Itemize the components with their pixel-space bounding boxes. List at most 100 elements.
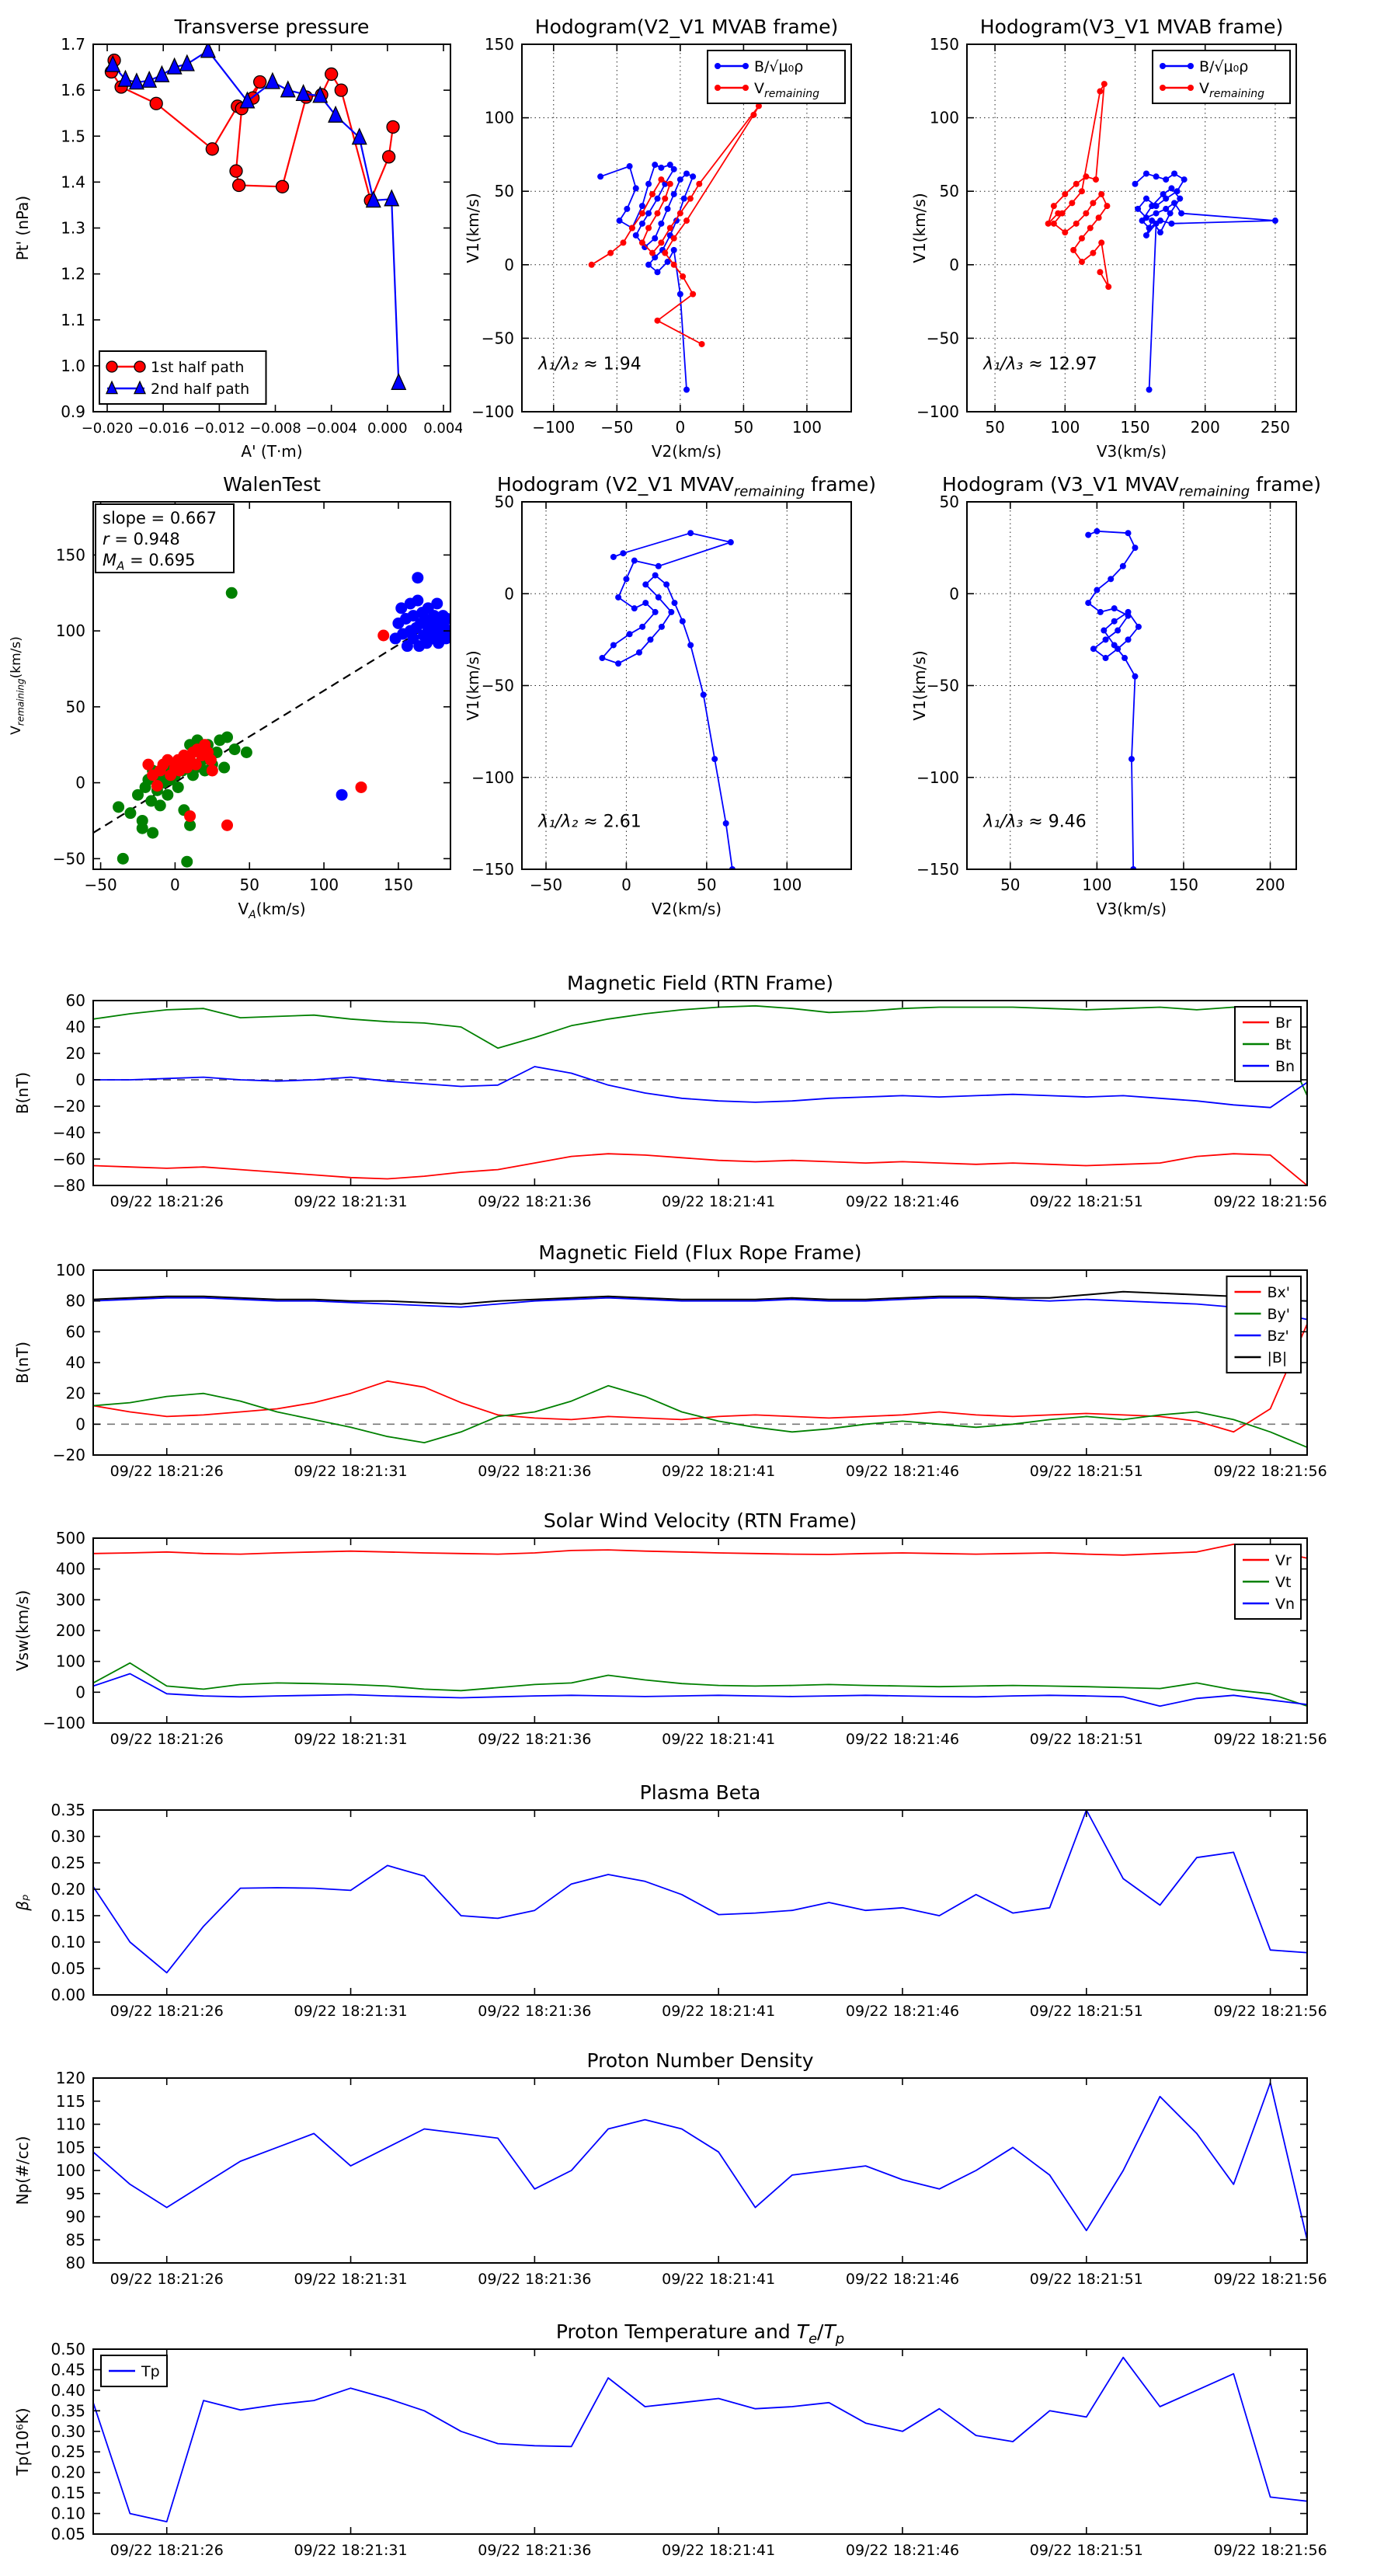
svg-text:−50: −50 (600, 418, 633, 437)
svg-text:100: 100 (792, 418, 822, 437)
panel-hodogram-v3v1-mvav: 50 100 150 200 −150 −100 −50 0 50 Hodogram (V3_V1… (910, 464, 1348, 933)
svg-text:100: 100 (56, 1261, 85, 1279)
svg-text:09/22 18:21:26: 09/22 18:21:26 (110, 2271, 224, 2288)
svg-text:0.25: 0.25 (50, 2442, 85, 2461)
svg-text:20: 20 (66, 1044, 85, 1063)
series-group (1045, 81, 1278, 393)
svg-text:09/22 18:21:46: 09/22 18:21:46 (846, 2003, 959, 2020)
svg-text:−50: −50 (530, 875, 562, 894)
series-group (92, 1809, 1308, 1974)
svg-text:100: 100 (56, 2161, 85, 2180)
series-group (1085, 527, 1142, 870)
svg-text:50: 50 (940, 182, 959, 200)
svg-text:09/22 18:21:31: 09/22 18:21:31 (294, 1463, 407, 1480)
svg-text:−0.004: −0.004 (305, 420, 357, 437)
svg-text:09/22 18:21:41: 09/22 18:21:41 (662, 1731, 775, 1748)
svg-text:−0.012: −0.012 (193, 420, 245, 437)
panel-solar-wind-velocity: 09/22 18:21:26 09/22 18:21:31 09/22 18:21:… (8, 1506, 1390, 1765)
svg-text:100: 100 (930, 109, 959, 127)
svg-text:B/√μ₀ρ: B/√μ₀ρ (754, 58, 803, 75)
svg-text:Transverse pressure: Transverse pressure (174, 16, 370, 38)
svg-text:Bx': Bx' (1268, 1284, 1291, 1301)
svg-text:V2(km/s): V2(km/s) (652, 900, 722, 918)
svg-text:20: 20 (66, 1384, 85, 1403)
svg-text:09/22 18:21:41: 09/22 18:21:41 (662, 1463, 775, 1480)
series-Np (92, 2082, 1308, 2240)
panel-hodogram-v3v1-mvab: 50 100 150 200 250 −100 −50 0 50 100 150 Hodogram(V… (910, 6, 1348, 475)
svg-text:−100: −100 (43, 1714, 85, 1732)
series-red-points (142, 629, 390, 831)
svg-text:VA(km/s): VA(km/s) (238, 900, 305, 921)
svg-text:09/22 18:21:36: 09/22 18:21:36 (478, 1193, 591, 1210)
svg-text:−50: −50 (927, 329, 959, 347)
svg-text:0: 0 (170, 875, 180, 894)
svg-text:0.25: 0.25 (50, 1854, 85, 1872)
svg-text:09/22 18:21:51: 09/22 18:21:51 (1030, 1463, 1143, 1480)
svg-text:50: 50 (240, 875, 259, 894)
series-By-prime (92, 1384, 1308, 1448)
series-Bx-prime (92, 1324, 1308, 1433)
series-group (104, 44, 407, 390)
svg-text:100: 100 (309, 875, 339, 894)
svg-text:V1(km/s): V1(km/s) (466, 650, 482, 720)
svg-text:Proton Temperature and Te/Tp: Proton Temperature and Te/Tp (556, 2320, 844, 2347)
svg-text:100: 100 (56, 621, 85, 640)
svg-text:09/22 18:21:51: 09/22 18:21:51 (1030, 1731, 1143, 1748)
series-second-half-path (105, 44, 407, 390)
svg-text:09/22 18:21:46: 09/22 18:21:46 (846, 2542, 959, 2559)
svg-text:−60: −60 (53, 1150, 85, 1168)
svg-text:0: 0 (949, 584, 959, 603)
svg-text:400: 400 (56, 1560, 85, 1579)
svg-text:−100: −100 (471, 402, 514, 421)
svg-text:100: 100 (1082, 875, 1111, 894)
svg-text:09/22 18:21:56: 09/22 18:21:56 (1214, 2271, 1327, 2288)
series-trace (599, 530, 736, 870)
svg-text:100: 100 (772, 875, 802, 894)
svg-text:1.6: 1.6 (61, 81, 85, 99)
svg-text:Vr: Vr (1275, 1552, 1292, 1569)
svg-text:A' (T·m): A' (T·m) (241, 442, 302, 461)
svg-text:1.4: 1.4 (61, 172, 85, 191)
svg-text:95: 95 (66, 2184, 85, 2203)
svg-text:50: 50 (734, 418, 753, 437)
series-beta-p (92, 1809, 1308, 1974)
svg-text:0: 0 (504, 256, 514, 274)
svg-text:0: 0 (675, 418, 685, 437)
svg-text:0.000: 0.000 (367, 420, 408, 437)
svg-text:105: 105 (56, 2138, 85, 2157)
svg-text:1.1: 1.1 (61, 311, 85, 329)
svg-text:Vsw(km/s): Vsw(km/s) (13, 1590, 32, 1671)
svg-text:0.05: 0.05 (50, 1959, 85, 1978)
svg-text:Magnetic Field (RTN Frame): Magnetic Field (RTN Frame) (567, 972, 833, 994)
chart-hodogram-v3v1-mvab: 50 100 150 200 250 −100 −50 0 50 100 150 Hodogram(V… (910, 16, 1297, 461)
series-Tp (92, 2356, 1308, 2522)
chart-solar-wind-velocity: 09/22 18:21:26 09/22 18:21:31 09/22 18:21:… (13, 1509, 1327, 1748)
panel-hodogram-v2v1-mvab: −100 −50 0 50 100 −100 −50 0 50 100 150 Hodogram(V2… (464, 6, 901, 475)
svg-text:40: 40 (66, 1018, 85, 1036)
svg-text:Hodogram(V2_V1 MVAB frame): Hodogram(V2_V1 MVAB frame) (535, 16, 838, 38)
legend: Bx' By' Bz' |B| (1226, 1276, 1302, 1373)
svg-text:0.9: 0.9 (61, 402, 85, 421)
svg-text:Hodogram (V3_V1 MVAVremaining: Hodogram (V3_V1 MVAVremaining frame) (942, 473, 1321, 500)
svg-text:MA = 0.695: MA = 0.695 (103, 551, 195, 573)
svg-text:2nd half path: 2nd half path (151, 381, 249, 398)
series-group (92, 1544, 1308, 1707)
svg-text:100: 100 (56, 1652, 85, 1671)
svg-text:150: 150 (1120, 418, 1149, 437)
svg-text:0.15: 0.15 (50, 2484, 85, 2502)
svg-text:V2(km/s): V2(km/s) (652, 442, 722, 461)
svg-text:−150: −150 (916, 860, 959, 879)
svg-text:V1(km/s): V1(km/s) (466, 193, 482, 263)
svg-text:09/22 18:21:46: 09/22 18:21:46 (846, 1193, 959, 1210)
series-group (92, 2356, 1308, 2522)
svg-text:0: 0 (504, 584, 514, 603)
chart-hodogram-v2v1-mvab: −100 −50 0 50 100 −100 −50 0 50 100 150 Hodogram(V2… (464, 16, 852, 461)
svg-text:09/22 18:21:56: 09/22 18:21:56 (1214, 1463, 1327, 1480)
svg-text:−100: −100 (916, 402, 959, 421)
svg-text:Hodogram(V3_V1 MVAB frame): Hodogram(V3_V1 MVAB frame) (980, 16, 1283, 38)
svg-text:200: 200 (56, 1621, 85, 1640)
svg-text:0: 0 (949, 256, 959, 274)
svg-text:−0.016: −0.016 (137, 420, 190, 437)
